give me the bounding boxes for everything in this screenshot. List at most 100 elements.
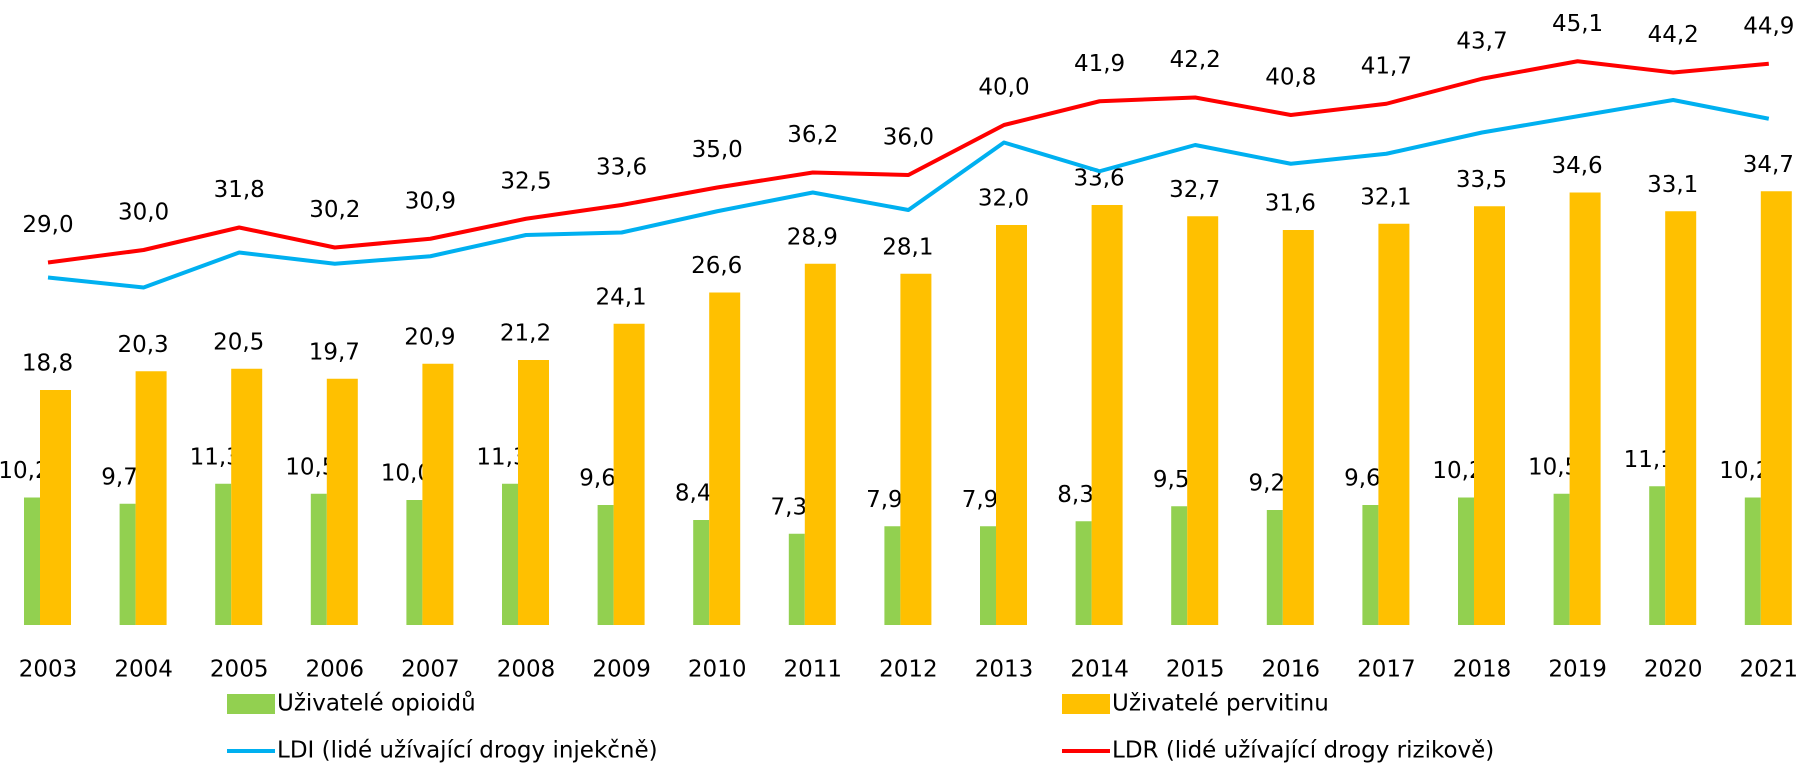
x-tick-label: 2004 bbox=[114, 657, 173, 683]
data-label: 7,9 bbox=[866, 487, 903, 513]
x-tick-label: 2020 bbox=[1644, 657, 1703, 683]
x-tick-label: 2021 bbox=[1740, 657, 1799, 683]
data-label: 20,3 bbox=[117, 332, 168, 358]
data-label: 34,7 bbox=[1743, 152, 1794, 178]
data-label: 21,2 bbox=[500, 321, 551, 347]
bar bbox=[613, 323, 645, 625]
bar bbox=[1171, 506, 1188, 625]
data-label: 34,6 bbox=[1551, 153, 1602, 179]
x-tick-label: 2012 bbox=[879, 657, 938, 683]
x-tick-label: 2010 bbox=[688, 657, 747, 683]
bar bbox=[1075, 521, 1092, 625]
legend-swatch bbox=[1062, 694, 1110, 714]
data-label: 42,2 bbox=[1170, 47, 1221, 73]
data-label: 31,8 bbox=[214, 177, 265, 203]
data-label: 9,2 bbox=[1249, 471, 1286, 497]
bar bbox=[502, 483, 518, 625]
bar bbox=[1760, 191, 1792, 625]
data-label: 24,1 bbox=[595, 284, 646, 310]
data-label: 35,0 bbox=[692, 137, 743, 163]
legend-label: Uživatelé pervitinu bbox=[1112, 691, 1329, 717]
bar bbox=[119, 503, 136, 625]
data-label: 41,9 bbox=[1074, 51, 1125, 77]
bar bbox=[1187, 216, 1219, 625]
x-tick-label: 2003 bbox=[19, 657, 78, 683]
data-label: 28,1 bbox=[882, 234, 933, 260]
bar bbox=[1458, 497, 1474, 625]
data-label: 30,9 bbox=[405, 188, 456, 214]
data-label: 9,6 bbox=[579, 466, 616, 492]
data-label: 41,7 bbox=[1361, 53, 1412, 79]
bar bbox=[518, 360, 549, 625]
bar bbox=[40, 390, 71, 625]
x-tick-label: 2019 bbox=[1548, 657, 1607, 683]
x-tick-label: 2007 bbox=[401, 657, 460, 683]
data-label: 8,4 bbox=[675, 481, 712, 507]
data-label: 43,7 bbox=[1456, 28, 1507, 54]
data-label: 44,9 bbox=[1743, 13, 1794, 39]
bar bbox=[980, 526, 996, 625]
legend-swatch bbox=[227, 694, 275, 714]
bar bbox=[231, 368, 263, 625]
data-label: 31,6 bbox=[1265, 191, 1316, 217]
bar bbox=[693, 520, 710, 625]
data-label: 28,9 bbox=[787, 224, 838, 250]
data-label: 7,3 bbox=[771, 494, 808, 520]
data-label: 30,0 bbox=[118, 200, 169, 226]
bar bbox=[422, 363, 454, 625]
data-label: 20,5 bbox=[213, 329, 264, 355]
data-label: 32,1 bbox=[1360, 184, 1411, 210]
data-label: 33,6 bbox=[596, 155, 647, 181]
x-tick-label: 2005 bbox=[210, 657, 269, 683]
x-tick-label: 2014 bbox=[1070, 657, 1129, 683]
data-label: 36,0 bbox=[883, 125, 934, 151]
data-label: 30,2 bbox=[309, 197, 360, 223]
x-tick-label: 2015 bbox=[1166, 657, 1225, 683]
x-tick-label: 2017 bbox=[1357, 657, 1416, 683]
data-label: 32,5 bbox=[500, 168, 551, 194]
data-label: 9,6 bbox=[1344, 466, 1381, 492]
bar bbox=[597, 505, 614, 625]
bar bbox=[1266, 510, 1283, 625]
data-label: 9,7 bbox=[101, 464, 138, 490]
bar bbox=[135, 371, 167, 625]
bar bbox=[1649, 486, 1666, 625]
bar bbox=[406, 500, 423, 625]
bar bbox=[1744, 497, 1761, 625]
bar bbox=[1665, 211, 1697, 625]
data-label: 8,3 bbox=[1057, 482, 1094, 508]
data-label: 40,0 bbox=[978, 75, 1029, 101]
x-tick-label: 2016 bbox=[1262, 657, 1321, 683]
data-label: 7,9 bbox=[962, 487, 999, 513]
data-label: 19,7 bbox=[309, 339, 360, 365]
line bbox=[47, 98, 1770, 290]
x-tick-label: 2008 bbox=[497, 657, 556, 683]
data-label: 33,1 bbox=[1647, 172, 1698, 198]
bar bbox=[1091, 205, 1123, 625]
data-label: 33,5 bbox=[1456, 167, 1507, 193]
data-label: 29,0 bbox=[22, 212, 73, 238]
x-tick-label: 2009 bbox=[592, 657, 651, 683]
data-label: 26,6 bbox=[691, 253, 742, 279]
bar bbox=[1569, 192, 1601, 625]
bar bbox=[1553, 493, 1570, 625]
bar bbox=[900, 273, 932, 625]
bar bbox=[1362, 505, 1379, 625]
legend-label: Uživatelé opioidů bbox=[277, 690, 476, 717]
legend-label: LDI (lidé užívající drogy injekčně) bbox=[277, 738, 658, 764]
legend-label: LDR (lidé užívající drogy rizikově) bbox=[1112, 738, 1494, 764]
x-tick-label: 2018 bbox=[1453, 657, 1512, 683]
bar bbox=[1474, 206, 1505, 625]
bar bbox=[996, 225, 1027, 625]
data-label: 44,2 bbox=[1648, 22, 1699, 48]
data-label: 45,1 bbox=[1552, 11, 1603, 37]
bar bbox=[1378, 223, 1410, 625]
bar bbox=[326, 378, 358, 625]
data-label: 18,8 bbox=[22, 351, 73, 377]
bar bbox=[884, 526, 901, 625]
bar bbox=[215, 483, 232, 625]
bar bbox=[709, 292, 741, 625]
x-tick-label: 2006 bbox=[306, 657, 365, 683]
x-tick-label: 2011 bbox=[784, 657, 843, 683]
